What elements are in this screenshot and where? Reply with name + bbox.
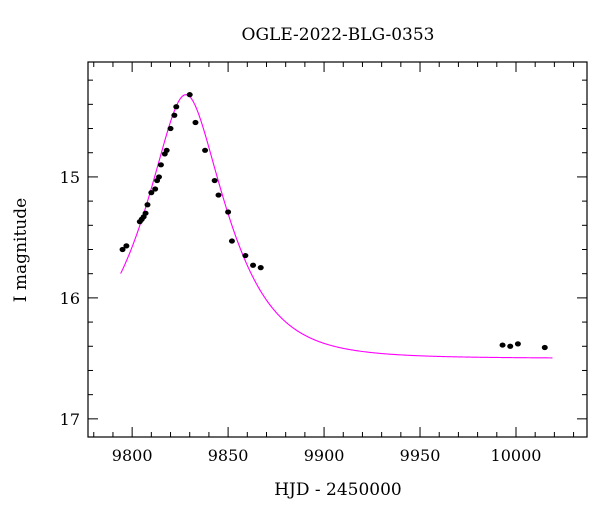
x-tick-label: 9800: [112, 446, 153, 465]
x-axis-title: HJD - 2450000: [274, 480, 402, 500]
y-tick-label: 15: [60, 168, 80, 187]
data-point: [144, 202, 151, 208]
data-point: [163, 147, 170, 153]
y-axis-title: I magnitude: [11, 198, 31, 302]
data-point: [192, 119, 199, 126]
x-tick-label: 9850: [208, 446, 249, 465]
data-point: [242, 252, 249, 259]
data-point: [225, 209, 232, 215]
plot-frame: [87, 61, 588, 438]
data-points-group: [119, 92, 548, 351]
data-point: [211, 177, 218, 184]
axes-frame: [87, 61, 588, 438]
y-tick-label: 17: [60, 410, 80, 429]
data-point: [152, 186, 159, 192]
data-point: [514, 341, 521, 347]
y-axis-ticks: 15 16 17: [60, 79, 587, 429]
data-point: [228, 238, 235, 244]
data-point: [156, 174, 163, 180]
chart-title: OGLE-2022-BLG-0353: [242, 25, 435, 45]
model-curve-group: [120, 94, 553, 359]
data-point: [148, 190, 155, 196]
model-curve: [120, 94, 553, 359]
data-point: [173, 104, 180, 110]
x-tick-label: 9950: [400, 446, 441, 465]
y-tick-label: 16: [60, 289, 80, 308]
x-tick-label: 10000: [491, 446, 542, 465]
data-point: [250, 262, 257, 268]
x-tick-label: 9900: [304, 446, 345, 465]
data-point: [215, 192, 222, 198]
data-point: [202, 147, 209, 153]
data-point: [123, 243, 130, 249]
data-point: [257, 265, 264, 271]
data-point: [157, 162, 164, 168]
data-point: [167, 125, 174, 132]
data-point: [119, 246, 126, 253]
data-point: [142, 210, 149, 216]
data-point: [171, 112, 178, 118]
x-axis-ticks: 9800 9850 9900 9950 10000: [93, 62, 575, 465]
data-point: [499, 342, 506, 348]
data-point: [507, 343, 514, 349]
data-point: [541, 344, 548, 351]
data-point: [186, 92, 193, 98]
